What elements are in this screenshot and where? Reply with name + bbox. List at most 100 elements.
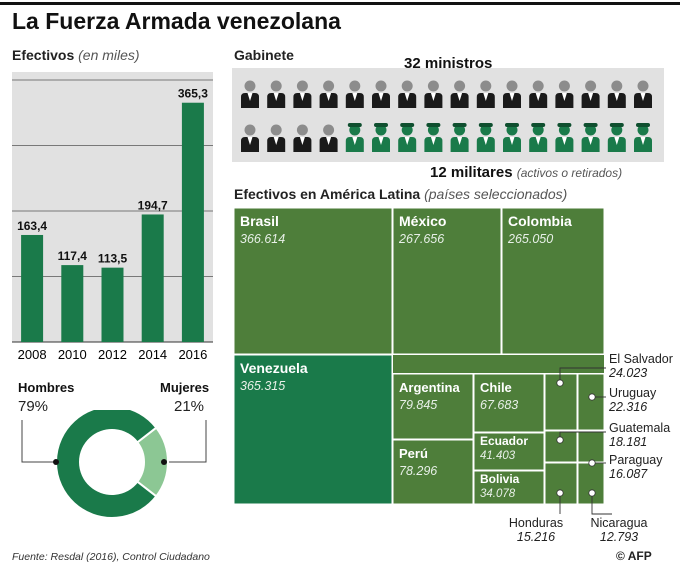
civilian-minister-icon (424, 80, 443, 108)
civilian-minister-icon (555, 80, 574, 108)
honduras-value: 15.216 (516, 530, 556, 544)
minister-head (296, 80, 308, 92)
treemap-cell-nicaragua (577, 462, 605, 505)
leader-dot-honduras (556, 489, 564, 497)
treemap-value-argentina: 79.845 (399, 398, 437, 412)
civilian-minister-icon (241, 80, 259, 108)
honduras-name: Honduras (508, 516, 564, 530)
hombres-label: Hombres (18, 380, 75, 395)
treemap-cell-mexico (392, 207, 502, 355)
treemap-value-ecuador: 41.403 (480, 450, 516, 462)
military-minister-icon (634, 123, 652, 152)
military-note: (activos o retirados) (516, 166, 623, 180)
treemap-cell-venezuela (233, 354, 393, 505)
leader-line-el-salvador (559, 367, 606, 383)
civilian-minister-icon (319, 124, 338, 152)
treemap-label-peru: Perú (399, 446, 428, 461)
minister-head (585, 124, 597, 136)
minister-head (506, 80, 518, 92)
gabinete-label: Gabinete (234, 47, 294, 63)
minister-collar (430, 137, 436, 145)
minister-collar (352, 93, 358, 101)
minister-head (532, 80, 544, 92)
source-note: Fuente: Resdal (2016), Control Ciudadano (12, 551, 210, 563)
bar-value-label: 117,4 (58, 249, 88, 263)
minister-head (323, 80, 335, 92)
minister-collar (378, 93, 384, 101)
minister-head (349, 80, 361, 92)
minister-head (558, 80, 570, 92)
minister-collar (614, 137, 620, 145)
minister-head (637, 124, 649, 136)
minister-collar (561, 93, 567, 101)
treemap-value-venezuela: 365.315 (240, 379, 285, 393)
military-cap (478, 123, 493, 127)
latam-heading: Efectivos en América Latina (países sele… (234, 186, 567, 202)
minister-collar (352, 137, 358, 145)
military-minister-icon (607, 123, 626, 152)
efectivos-label: Efectivos (12, 47, 75, 63)
minister-head (427, 80, 439, 92)
minister-head (480, 124, 492, 136)
treemap-cell-uruguay (577, 373, 605, 431)
minister-collar (326, 93, 332, 101)
minister-head (454, 80, 466, 92)
military-minister-icon (398, 123, 417, 152)
minister-collar (273, 93, 279, 101)
military-minister-icon (424, 123, 443, 152)
minister-collar (535, 137, 541, 145)
minister-head (375, 80, 387, 92)
civilian-minister-icon (398, 80, 417, 108)
minister-head (506, 124, 518, 136)
minister-collar (404, 93, 410, 101)
treemap-value-colombia: 265.050 (507, 232, 553, 246)
guatemala-value: 18.181 (609, 435, 648, 449)
treemap-cell-guatemala (544, 430, 578, 463)
treemap-label-argentina: Argentina (399, 380, 460, 395)
leader-line-nicaragua (591, 493, 612, 515)
treemap-label-bolivia: Bolivia (480, 472, 520, 486)
label-paraguay: Paraguay 16.087 (609, 453, 663, 481)
military-count-text: 12 militares (430, 164, 513, 181)
military-cap (452, 123, 467, 127)
minister-head (611, 80, 623, 92)
leader-dot-uruguay (588, 393, 596, 401)
label-nicaragua: Nicaragua 12.793 (588, 516, 650, 544)
latam-note: (países seleccionados) (424, 186, 568, 202)
minister-collar (509, 93, 515, 101)
minister-collar (535, 93, 541, 101)
bar-2014 (141, 214, 164, 342)
civilian-minister-icon (319, 80, 338, 108)
military-minister-icon (581, 123, 600, 152)
minister-head (401, 80, 413, 92)
bar-chart: 163,4 2008 117,4 2010 113,5 2012 194,7 2014 365,… (12, 79, 213, 362)
civilian-minister-icon (241, 124, 259, 152)
paraguay-name: Paraguay (609, 453, 663, 467)
minister-collar (509, 137, 515, 145)
label-honduras: Honduras 15.216 (508, 516, 564, 544)
leader-dot-nicaragua (588, 489, 596, 497)
efectivos-heading: Efectivos (en miles) (12, 47, 140, 63)
military-cap (426, 123, 441, 127)
military-cap (531, 123, 546, 127)
minister-collar (640, 93, 646, 101)
treemap-cell-argentina (392, 373, 474, 440)
minister-head (349, 124, 361, 136)
treemap-cell-colombia (501, 207, 605, 355)
treemap-value-mexico: 267.656 (398, 232, 444, 246)
x-tick-label: 2008 (18, 347, 47, 362)
el-salvador-name: El Salvador (609, 352, 673, 366)
minister-collar (326, 137, 332, 145)
military-cap (374, 123, 388, 127)
el-salvador-value: 24.023 (609, 366, 648, 380)
treemap-cell-peru (392, 439, 474, 505)
bar-2010 (61, 265, 84, 342)
bar-value-label: 365,3 (178, 87, 208, 101)
treemap-cell-paraguay (577, 430, 605, 463)
treemap-label-ecuador: Ecuador (480, 434, 528, 448)
military-minister-icon (345, 123, 364, 152)
bar-value-label: 163,4 (17, 219, 47, 233)
treemap-cell-bolivia (473, 470, 545, 505)
minister-collar (483, 137, 489, 145)
paraguay-value: 16.087 (609, 467, 648, 481)
